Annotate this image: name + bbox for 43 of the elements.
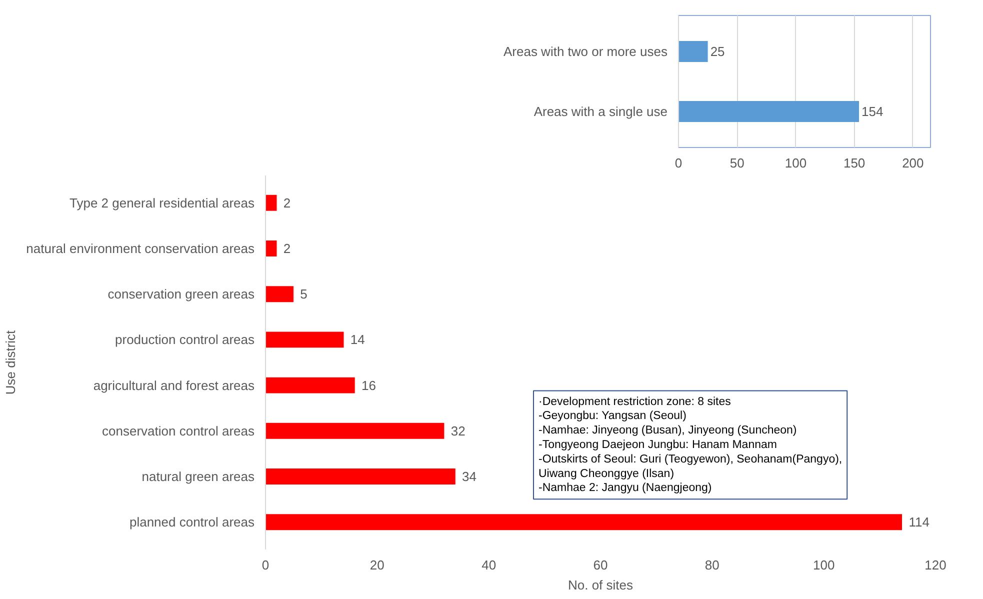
y-tick-label: conservation green areas — [108, 286, 255, 302]
data-label: 154 — [862, 104, 884, 119]
x-tick-label: 0 — [262, 558, 270, 572]
bar — [266, 422, 444, 439]
y-tick-label: Areas with a single use — [534, 104, 668, 119]
y-tick-label: agricultural and forest areas — [93, 378, 255, 393]
bar — [266, 240, 277, 256]
x-tick-label: 50 — [730, 156, 744, 170]
data-label: 5 — [300, 286, 308, 302]
x-tick-label: 200 — [902, 156, 924, 170]
y-axis-title: Use district — [3, 330, 18, 395]
bar — [266, 332, 344, 348]
data-label: 114 — [908, 514, 930, 530]
x-tick-label: 20 — [370, 558, 384, 572]
y-tick-label: conservation control areas — [102, 423, 255, 438]
x-tick-label: 120 — [924, 558, 946, 572]
x-tick-label: 0 — [674, 156, 682, 170]
bar — [266, 468, 456, 485]
x-tick-label: 100 — [812, 558, 835, 572]
y-tick-label: production control areas — [115, 332, 255, 348]
annotation: ·Development restriction zone: 8 sites -Geyongbu: Yangsan (Seoul) -Namhae: Jinyeong (Busan), Jinyeong (Suncheon) -Tongyeong Daejeon Jungbu: Hanam Mannam -Outskirts of Seoul: Guri (Teogyewon), Seohanam(Pangyo), Uiwang Cheonggye (Ilsan) -Namhae 2: Jangyu (Naengjeong) — [538, 396, 842, 494]
data-label: 34 — [462, 469, 476, 484]
y-tick-label: Type 2 general residential areas — [70, 195, 255, 210]
x-tick-label: 40 — [482, 558, 496, 572]
x-axis-title: No. of sites — [568, 578, 634, 592]
bar — [266, 194, 277, 211]
x-tick-label: 80 — [704, 558, 720, 572]
x-tick-label: 150 — [843, 156, 866, 170]
x-tick-label: 100 — [784, 156, 807, 170]
data-label: 2 — [283, 240, 291, 256]
bar — [266, 286, 294, 302]
data-label: 14 — [350, 332, 365, 348]
bar — [266, 514, 902, 530]
y-tick-label: natural environment conservation areas — [26, 240, 255, 256]
data-label: 2 — [283, 195, 291, 210]
bar — [266, 377, 355, 394]
data-label: 16 — [362, 378, 376, 393]
x-tick-label: 60 — [593, 558, 608, 572]
y-tick-label: natural green areas — [142, 469, 255, 484]
data-label: 32 — [450, 423, 466, 438]
y-tick-label: planned control areas — [129, 514, 255, 530]
y-tick-label: Areas with two or more uses — [503, 44, 668, 59]
data-label: 25 — [710, 44, 725, 59]
